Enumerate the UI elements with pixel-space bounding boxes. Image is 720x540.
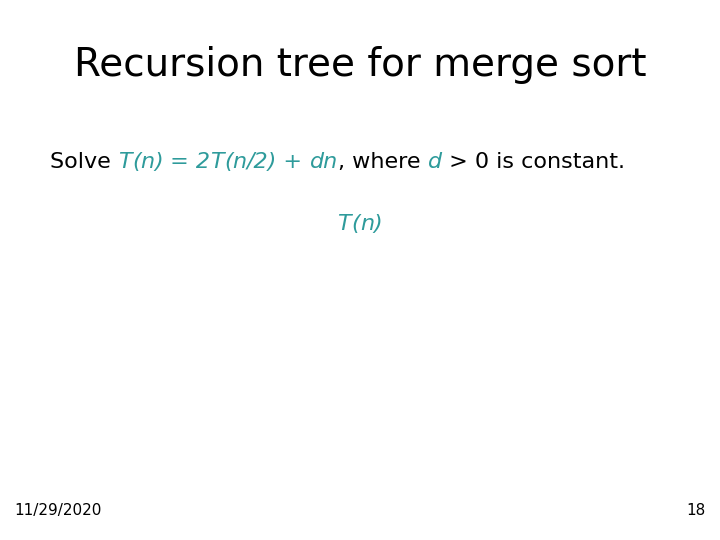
Text: dn: dn (310, 152, 338, 172)
Text: is constant.: is constant. (489, 152, 625, 172)
Text: (: ( (132, 152, 140, 172)
Text: /2) +: /2) + (247, 152, 310, 172)
Text: T: T (338, 214, 351, 234)
Text: (: ( (224, 152, 233, 172)
Text: 18: 18 (686, 503, 706, 518)
Text: ): ) (155, 152, 163, 172)
Text: ): ) (374, 214, 382, 234)
Text: n: n (360, 214, 374, 234)
Text: n: n (140, 152, 155, 172)
Text: T: T (118, 152, 132, 172)
Text: n: n (233, 152, 247, 172)
Text: Recursion tree for merge sort: Recursion tree for merge sort (73, 46, 647, 84)
Text: T: T (210, 152, 224, 172)
Text: , where: , where (338, 152, 428, 172)
Text: > 0: > 0 (442, 152, 489, 172)
Text: Solve: Solve (50, 152, 118, 172)
Text: (: ( (351, 214, 360, 234)
Text: d: d (428, 152, 442, 172)
Text: 11/29/2020: 11/29/2020 (14, 503, 102, 518)
Text: = 2: = 2 (163, 152, 210, 172)
